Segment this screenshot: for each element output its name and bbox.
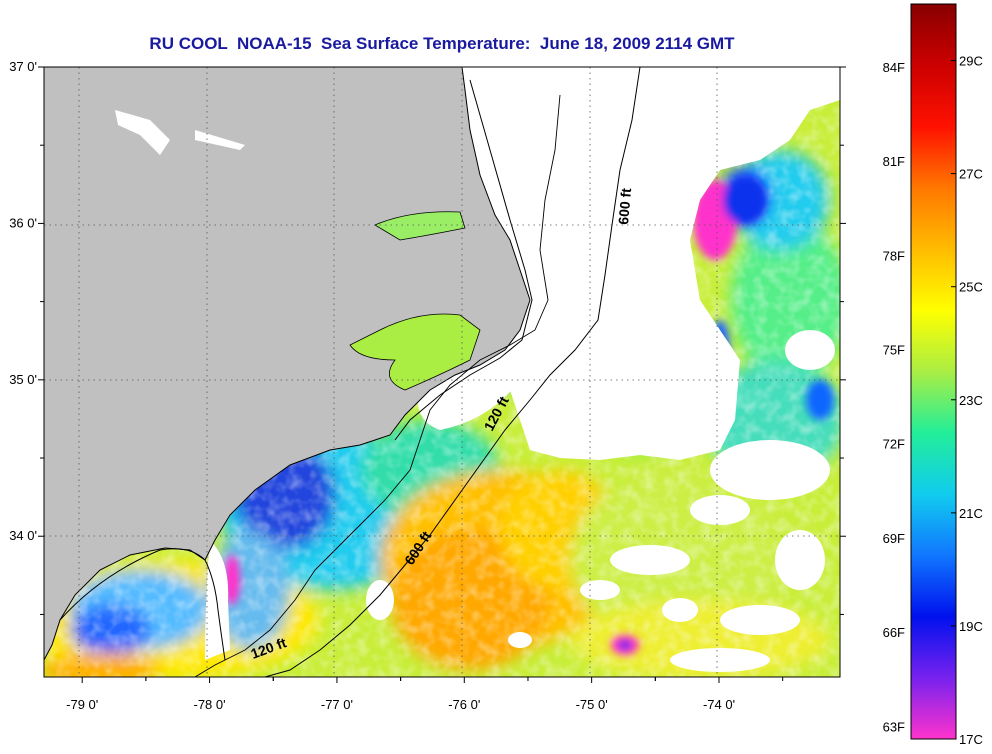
colorbar-celsius-label: 17C (959, 732, 983, 747)
colorbar-celsius-label: 25C (959, 280, 983, 295)
sst-map: 600 ft 120 ft 600 ft 120 ft 37 0'36 0'35… (9, 59, 846, 712)
colorbar-fahrenheit-label: 81F (883, 154, 905, 169)
colorbar-fahrenheit-label: 84F (883, 60, 905, 75)
lat-tick-label: 34 0' (9, 528, 37, 543)
map-frame (43, 66, 841, 678)
lon-tick-label: -76 0' (448, 697, 480, 712)
contour-label-600ft-north: 600 ft (615, 187, 634, 225)
barrier-islands (394, 79, 533, 441)
inland-lake-2 (195, 130, 245, 150)
map-plot-area (44, 67, 840, 677)
colorbar-fahrenheit-label: 66F (883, 625, 905, 640)
colorbar-fahrenheit-label: 63F (883, 719, 905, 734)
colorbar-celsius-label: 23C (959, 393, 983, 408)
map-title: RU COOL NOAA-15 Sea Surface Temperature:… (149, 34, 735, 53)
pamlico-sound (349, 313, 481, 391)
colorbar-fahrenheit-label: 72F (883, 437, 905, 452)
colorbar-fahrenheit-label: 69F (883, 531, 905, 546)
lon-tick-label: -74 0' (703, 697, 735, 712)
isobath-120ft (194, 94, 561, 677)
lon-tick-label: -79 0' (66, 697, 98, 712)
lat-tick-label: 37 0' (9, 59, 37, 74)
lon-tick-label: -77 0' (321, 697, 353, 712)
colorbar-celsius-label: 19C (959, 619, 983, 634)
colorbar-celsius-label: 29C (959, 54, 983, 69)
axis-ticks: 37 0' 36 0' 35 0' 34 0' -79 0' -78 0' -77 0' -7… (9, 59, 846, 712)
lon-tick-label: -78 0' (194, 697, 226, 712)
lat-tick-label: 35 0' (9, 372, 37, 387)
coastline (59, 548, 226, 661)
inland-lake (115, 110, 170, 155)
cloud-mask (205, 67, 840, 672)
albemarle-sound (374, 211, 466, 241)
colorbar-fahrenheit-label: 75F (883, 343, 905, 358)
lon-tick-label: -75 0' (576, 697, 608, 712)
colorbar-celsius-label: 21C (959, 506, 983, 521)
colorbar-fahrenheit-label: 78F (883, 248, 905, 263)
lat-tick-label: 36 0' (9, 215, 37, 230)
map-grid (44, 67, 840, 677)
colorbar-celsius-label: 27C (959, 167, 983, 182)
colorbar-gradient (910, 3, 957, 740)
